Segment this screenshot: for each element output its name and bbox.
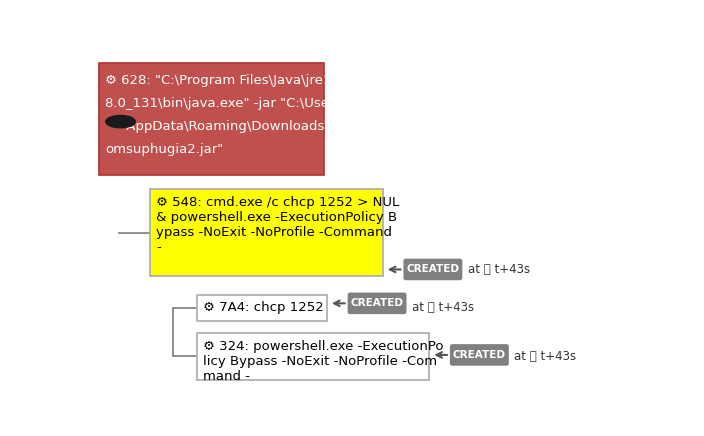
Text: CREATED: CREATED [406, 265, 460, 274]
Text: at ⌛ t+43s: at ⌛ t+43s [467, 263, 530, 276]
FancyBboxPatch shape [196, 334, 429, 380]
Text: AppData\Roaming\Downloads\g: AppData\Roaming\Downloads\g [105, 120, 337, 133]
FancyBboxPatch shape [99, 63, 324, 175]
FancyBboxPatch shape [150, 189, 382, 276]
Text: at ⌛ t+43s: at ⌛ t+43s [412, 301, 474, 314]
Ellipse shape [106, 116, 135, 128]
FancyBboxPatch shape [196, 295, 327, 321]
FancyBboxPatch shape [450, 344, 509, 366]
Text: ⚙ 324: powershell.exe -ExecutionPo
licy Bypass -NoExit -NoProfile -Com
mand -: ⚙ 324: powershell.exe -ExecutionPo licy … [203, 340, 444, 382]
Text: ⚙ 7A4: chcp 1252: ⚙ 7A4: chcp 1252 [203, 301, 323, 314]
Text: CREATED: CREATED [351, 298, 403, 308]
FancyBboxPatch shape [348, 293, 406, 314]
Text: CREATED: CREATED [453, 350, 506, 360]
FancyBboxPatch shape [403, 259, 463, 280]
Text: at ⌛ t+43s: at ⌛ t+43s [514, 350, 577, 363]
Text: omsuphugia2.jar": omsuphugia2.jar" [105, 143, 223, 156]
Text: ⚙ 628: "C:\Program Files\Java\jre1.: ⚙ 628: "C:\Program Files\Java\jre1. [105, 74, 336, 87]
Text: 8.0_131\bin\java.exe" -jar "C:\Users: 8.0_131\bin\java.exe" -jar "C:\Users [105, 97, 341, 110]
Text: ⚙ 548: cmd.exe /c chcp 1252 > NUL
& powershell.exe -ExecutionPolicy B
ypass -NoE: ⚙ 548: cmd.exe /c chcp 1252 > NUL & powe… [156, 195, 399, 254]
